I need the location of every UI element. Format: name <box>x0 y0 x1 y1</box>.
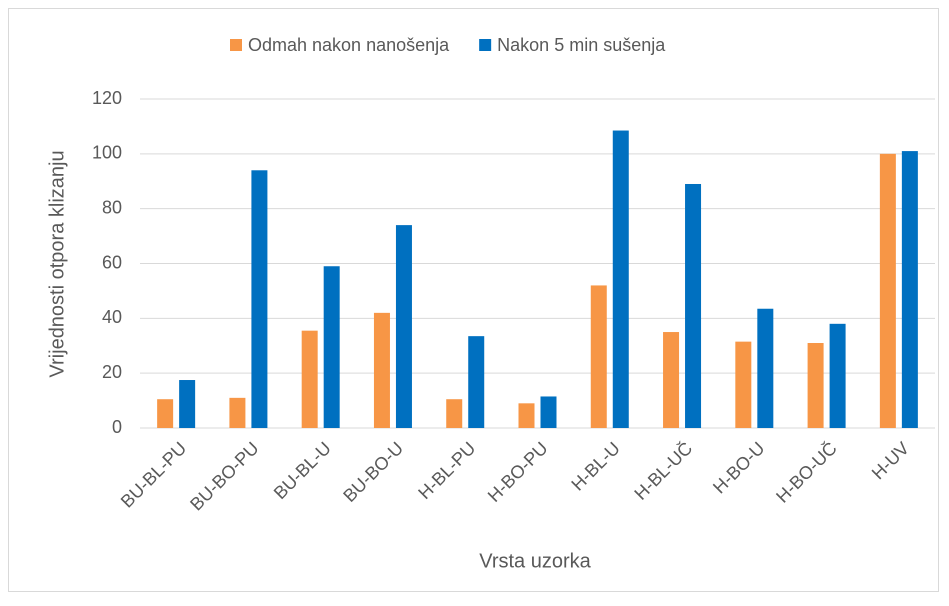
y-axis-title: Vrijednosti otpora klizanju <box>46 150 68 377</box>
y-tick-label: 120 <box>92 88 122 108</box>
bar <box>301 330 318 428</box>
bar <box>901 151 918 428</box>
y-tick-label: 20 <box>102 362 122 382</box>
legend-label: Odmah nakon nanošenja <box>248 35 450 55</box>
bar <box>446 399 463 428</box>
x-axis-title: Vrsta uzorka <box>479 550 591 572</box>
legend-label: Nakon 5 min sušenja <box>497 35 666 55</box>
bar <box>879 153 896 429</box>
legend-swatch <box>230 39 242 51</box>
chart-border <box>8 8 939 592</box>
bar <box>179 380 196 428</box>
bar <box>663 332 680 428</box>
bar <box>685 183 702 428</box>
y-tick-label: 60 <box>102 252 122 272</box>
bar <box>735 341 752 428</box>
y-tick-label: 0 <box>112 417 122 437</box>
bar <box>468 336 485 428</box>
y-tick-label: 80 <box>102 197 122 217</box>
bar <box>590 285 607 428</box>
bar <box>540 396 557 428</box>
y-tick-label: 100 <box>92 143 122 163</box>
bar <box>373 312 390 428</box>
y-tick-label: 40 <box>102 307 122 327</box>
bar <box>757 308 774 428</box>
bar <box>323 266 340 428</box>
legend-swatch <box>479 39 492 51</box>
bar <box>229 397 246 428</box>
bar <box>395 225 412 428</box>
bar <box>829 323 846 428</box>
bar <box>251 170 268 429</box>
bar <box>612 130 629 428</box>
bar <box>518 403 535 428</box>
bar <box>157 399 174 428</box>
bar <box>807 343 824 428</box>
